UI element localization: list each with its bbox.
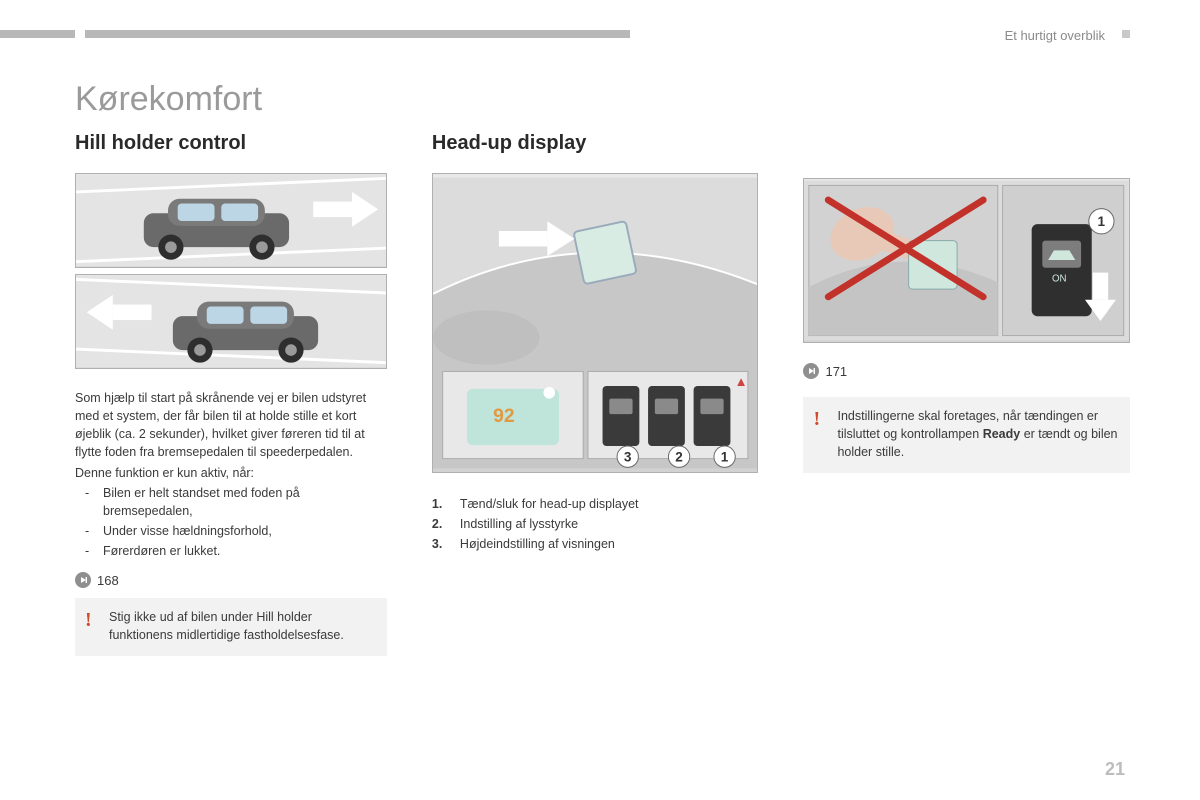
heading-headup: Head-up display bbox=[432, 132, 759, 155]
hill-holder-text: Som hjælp til start på skrånende vej er … bbox=[75, 389, 387, 462]
list-item: 1.Tænd/sluk for head-up displayet bbox=[432, 495, 759, 513]
column-warning: ON 1 171 ! Indstillingerne skal foretage… bbox=[803, 178, 1130, 656]
top-bar-short bbox=[0, 30, 75, 38]
page-ref-hill-holder: 168 bbox=[75, 572, 387, 588]
page-ref-icon bbox=[75, 572, 91, 588]
warning-headup: ! Indstillingerne skal foretages, når tæ… bbox=[803, 397, 1130, 473]
warning-hill-holder: ! Stig ikke ud af bilen under Hill holde… bbox=[75, 598, 387, 656]
list-item: 2.Indstilling af lysstyrke bbox=[432, 515, 759, 533]
column-headup: Head-up display bbox=[432, 132, 759, 656]
list-item: Under visse hældningsforhold, bbox=[75, 522, 387, 540]
illustration-car-forward bbox=[75, 173, 387, 268]
svg-text:ON: ON bbox=[1052, 273, 1067, 284]
svg-text:2: 2 bbox=[675, 450, 683, 465]
page-number: 21 bbox=[1105, 759, 1125, 780]
header-square-icon bbox=[1122, 30, 1130, 38]
top-bar-long bbox=[85, 30, 630, 38]
page-ref-icon bbox=[803, 363, 819, 379]
headup-ordered-list: 1.Tænd/sluk for head-up displayet 2.Inds… bbox=[432, 495, 759, 553]
illustration-car-backward bbox=[75, 274, 387, 369]
page-ref-number: 168 bbox=[97, 573, 119, 588]
hill-holder-bullets: Bilen er helt standset med foden på brem… bbox=[75, 484, 387, 561]
warning-text-bold: Ready bbox=[983, 427, 1021, 441]
hill-holder-paragraph: Som hjælp til start på skrånende vej er … bbox=[75, 389, 387, 562]
headup-list: 1.Tænd/sluk for head-up displayet 2.Inds… bbox=[432, 493, 759, 555]
page-title: Kørekomfort bbox=[75, 80, 262, 119]
section-label: Et hurtigt overblik bbox=[1005, 28, 1105, 43]
warning-icon: ! bbox=[85, 606, 92, 635]
list-item: Førerdøren er lukket. bbox=[75, 542, 387, 560]
list-item: 3.Højdeindstilling af visningen bbox=[432, 535, 759, 553]
warning-icon: ! bbox=[813, 405, 820, 434]
heading-hill-holder: Hill holder control bbox=[75, 132, 387, 155]
content-columns: Hill holder control bbox=[75, 132, 1130, 656]
svg-text:3: 3 bbox=[624, 450, 632, 465]
page-ref-headup: 171 bbox=[803, 363, 1130, 379]
page-ref-number: 171 bbox=[825, 364, 847, 379]
svg-text:1: 1 bbox=[1098, 214, 1106, 229]
warning-text: Stig ikke ud af bilen under Hill holder … bbox=[109, 610, 344, 642]
list-item: Bilen er helt standset med foden på brem… bbox=[75, 484, 387, 520]
illustration-do-not-touch: ON 1 bbox=[803, 178, 1130, 343]
illustration-headup-display: 92 3 2 bbox=[432, 173, 759, 473]
hill-holder-active-intro: Denne funktion er kun aktiv, når: bbox=[75, 464, 387, 482]
column-hill-holder: Hill holder control bbox=[75, 132, 387, 656]
svg-text:1: 1 bbox=[721, 450, 729, 465]
svg-text:92: 92 bbox=[493, 405, 515, 427]
